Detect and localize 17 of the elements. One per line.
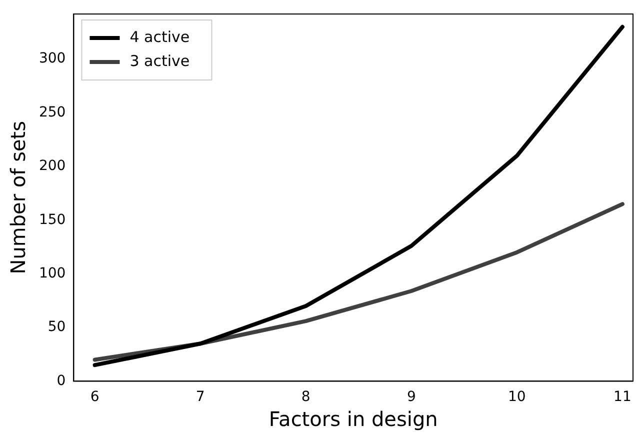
x-tick-label: 6: [90, 389, 100, 406]
y-tick-label: 50: [48, 319, 66, 336]
y-tick-label: 300: [38, 50, 66, 67]
x-tick-label: 7: [196, 389, 205, 406]
x-tick-label: 9: [406, 389, 416, 406]
y-axis-title: Number of sets: [6, 120, 30, 274]
legend-label: 3 active: [130, 52, 190, 70]
x-tick-label: 11: [614, 389, 632, 406]
x-tick-label: 10: [508, 389, 526, 406]
y-tick-label: 200: [38, 158, 66, 174]
y-tick-label: 100: [38, 265, 66, 282]
y-tick-label: 150: [38, 212, 66, 228]
y-tick-label: 0: [56, 372, 66, 389]
x-tick-label: 8: [301, 389, 310, 406]
legend-label: 4 active: [130, 28, 190, 46]
y-tick-label: 250: [38, 104, 66, 120]
x-axis-title: Factors in design: [268, 407, 438, 432]
